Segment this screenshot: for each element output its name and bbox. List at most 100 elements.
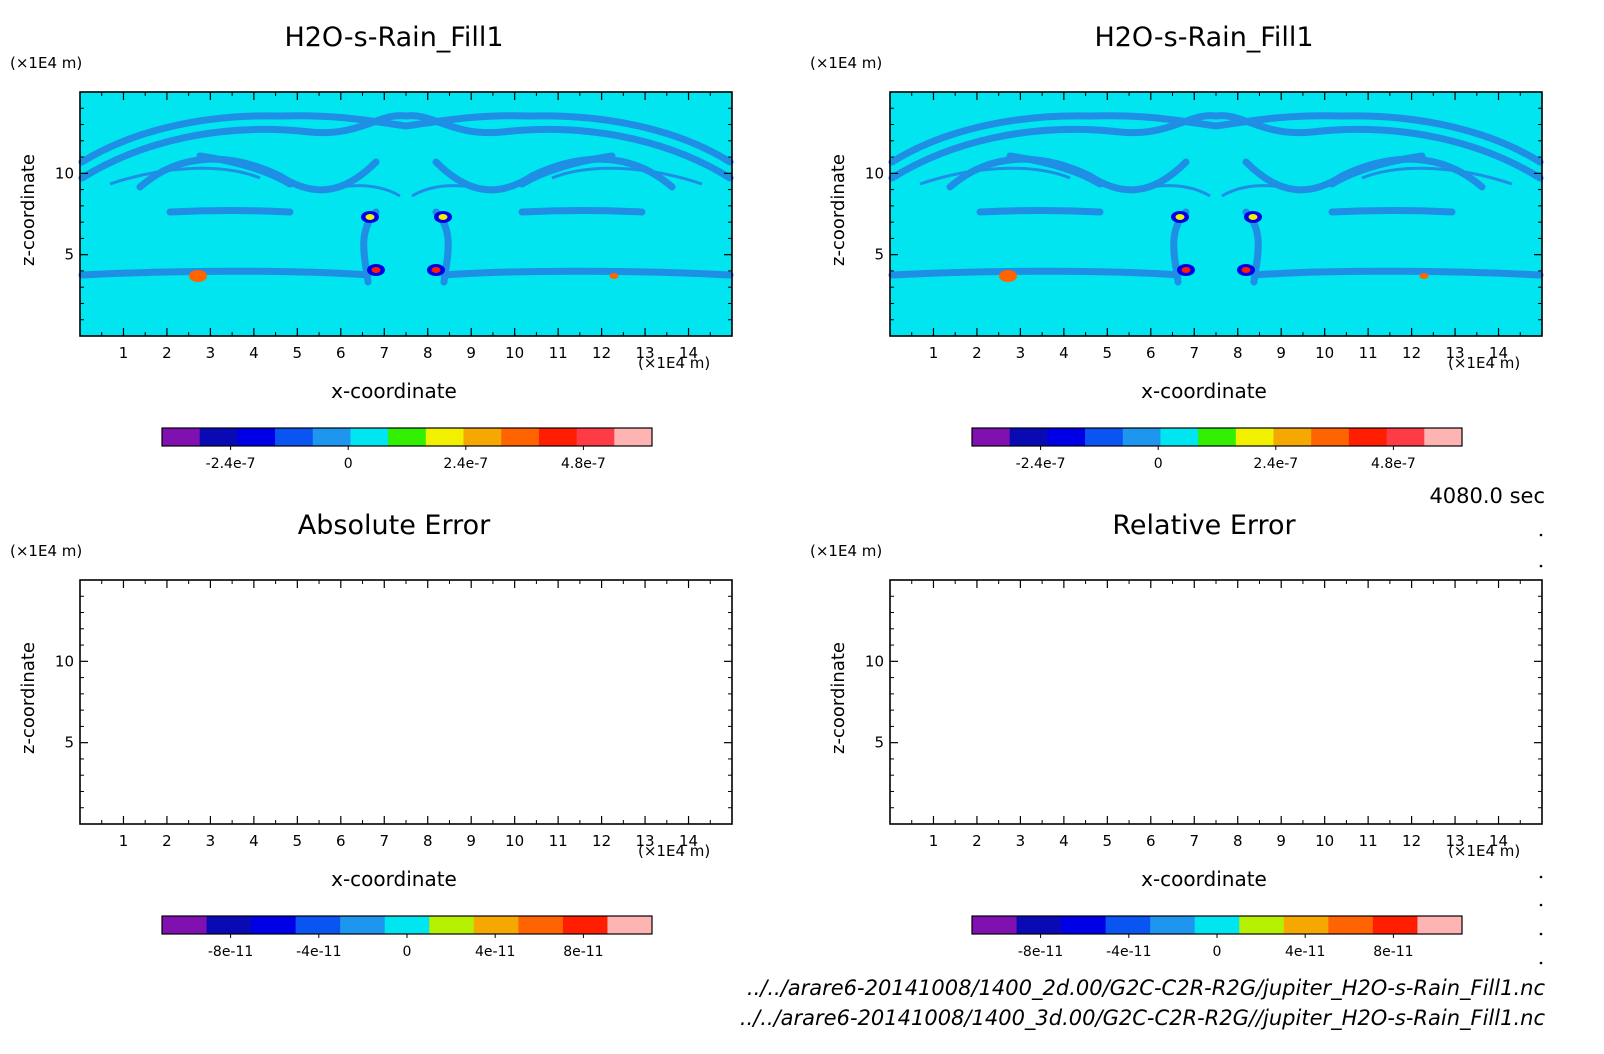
contour-line	[1221, 184, 1303, 198]
colorbar-swatch	[162, 428, 201, 446]
colorbar-swatch	[1417, 916, 1463, 934]
field-extremum	[365, 214, 375, 220]
colorbar-tick-label: 8e-11	[1373, 944, 1413, 960]
colorbar-swatch	[1348, 428, 1388, 446]
contour-field	[78, 112, 734, 286]
field-extremum	[609, 273, 619, 279]
x-tick-label: 4	[249, 344, 259, 362]
panel-top-left: H2O-s-Rain_Fill1 (×1E4 m) 1 2 3 4 5 6 7 8 9 10 11 1…	[10, 22, 734, 472]
colorbar-tick-label: 2.4e-7	[443, 456, 488, 472]
colorbar-swatch	[1047, 428, 1086, 446]
x-tick-label: 13	[1446, 344, 1465, 362]
y-tick-label: 5	[874, 734, 884, 752]
x-tick-label: 6	[336, 344, 346, 362]
colorbar-tick-label: 4e-11	[475, 944, 515, 960]
field-extremum	[1181, 267, 1191, 273]
x-tick-label: 12	[1402, 344, 1421, 362]
x-tick-label: 7	[1189, 832, 1199, 850]
colorbar-swatch	[1122, 428, 1161, 446]
colorbar-swatch	[340, 916, 386, 934]
x-unit-label: (×1E4 m)	[1448, 842, 1520, 860]
colorbar-tick-label: -8e-11	[208, 944, 253, 960]
x-tick-label: 2	[972, 344, 982, 362]
colorbar-swatch	[1424, 428, 1463, 446]
colorbar-swatch	[206, 916, 252, 934]
x-tick-label: 3	[206, 832, 216, 850]
colorbar-swatch	[1016, 916, 1062, 934]
x-tick-label: 3	[1016, 344, 1026, 362]
colorbar-swatch	[275, 428, 314, 446]
x-tick-label: 8	[423, 344, 433, 362]
colorbar-tick-label: 4.8e-7	[1371, 456, 1416, 472]
colorbar-swatch	[1009, 428, 1048, 446]
x-tick-label: 9	[466, 344, 476, 362]
x-tick-label: 4	[1059, 832, 1069, 850]
y-unit-label: (×1E4 m)	[10, 542, 82, 560]
colorbar-swatch	[1239, 916, 1285, 934]
panel-title: H2O-s-Rain_Fill1	[1094, 22, 1313, 53]
contour-line	[1250, 267, 1544, 279]
colorbar-swatch	[384, 916, 430, 934]
x-tick-label: 14	[679, 344, 698, 362]
x-tick-label: 11	[1359, 832, 1378, 850]
contour-line	[196, 152, 294, 188]
contour-line	[1129, 184, 1211, 198]
y-tick-label: 10	[55, 652, 74, 670]
x-tick-label: 8	[423, 832, 433, 850]
colorbar-tick-label: -4e-11	[296, 944, 341, 960]
colorbar-swatch	[972, 916, 1018, 934]
colorbar-tick-label: 4e-11	[1285, 944, 1325, 960]
x-tick-label: 9	[466, 832, 476, 850]
x-tick-label: 7	[1189, 344, 1199, 362]
colorbar-frame	[971, 427, 1463, 447]
x-tick-label: 8	[1233, 344, 1243, 362]
colorbar: -8e-11 -4e-11 0 4e-11 8e-11	[971, 915, 1463, 960]
field-background	[890, 580, 1542, 824]
x-axis-label: x-coordinate	[1141, 379, 1267, 403]
y-tick-label: 10	[865, 164, 884, 182]
colorbar-swatch	[1085, 428, 1124, 446]
colorbar-tick-label: 0	[1213, 944, 1222, 960]
colorbar-tick-label: 0	[344, 456, 353, 472]
file-path-3d: ../../arare6-20141008/1400_3d.00/G2C-C2R…	[740, 1006, 1546, 1031]
contour-line	[319, 184, 401, 198]
x-tick-label: 7	[379, 832, 389, 850]
contour-line	[518, 152, 616, 188]
x-axis-label: x-coordinate	[331, 379, 457, 403]
y-axis-label: z-coordinate	[18, 642, 39, 754]
contour-field-fine	[109, 166, 703, 198]
x-tick-label: 12	[592, 344, 611, 362]
x-tick-label: 6	[1146, 832, 1156, 850]
x-tick-label: 10	[505, 344, 524, 362]
contour-line	[411, 184, 493, 198]
contour-line	[78, 112, 734, 166]
colorbar-swatch	[251, 916, 297, 934]
contour-line	[440, 267, 734, 279]
panel-bottom-left: Absolute Error (×1E4 m) 1 2 3 4 5 6 7 8 9 10 11 12 1…	[10, 510, 733, 960]
x-tick-label: 5	[293, 832, 303, 850]
colorbar: -8e-11 -4e-11 0 4e-11 8e-11	[161, 915, 653, 960]
x-tick-label: 7	[379, 344, 389, 362]
colorbar-tick-label: 0	[403, 944, 412, 960]
panel-title: H2O-s-Rain_Fill1	[284, 22, 503, 53]
colorbar-swatch	[1160, 428, 1199, 446]
x-tick-label: 2	[162, 344, 172, 362]
x-axis-label: x-coordinate	[331, 867, 457, 891]
contour-line	[976, 207, 1104, 216]
colorbar-swatch	[518, 916, 564, 934]
x-tick-label: 13	[1446, 832, 1465, 850]
x-tick-label: 13	[636, 344, 655, 362]
panel-title: Relative Error	[1112, 510, 1296, 541]
contour-line	[1361, 166, 1513, 186]
colorbar-swatch	[501, 428, 540, 446]
colorbar-swatch	[1311, 428, 1350, 446]
contour-line	[919, 166, 1071, 186]
colorbar-swatch	[1283, 916, 1329, 934]
colorbar-swatch	[576, 428, 615, 446]
x-tick-label: 10	[1315, 832, 1334, 850]
colorbar-swatch	[1150, 916, 1196, 934]
colorbar-swatch	[463, 428, 502, 446]
y-tick-label: 10	[55, 164, 74, 182]
contour-line	[78, 112, 734, 182]
